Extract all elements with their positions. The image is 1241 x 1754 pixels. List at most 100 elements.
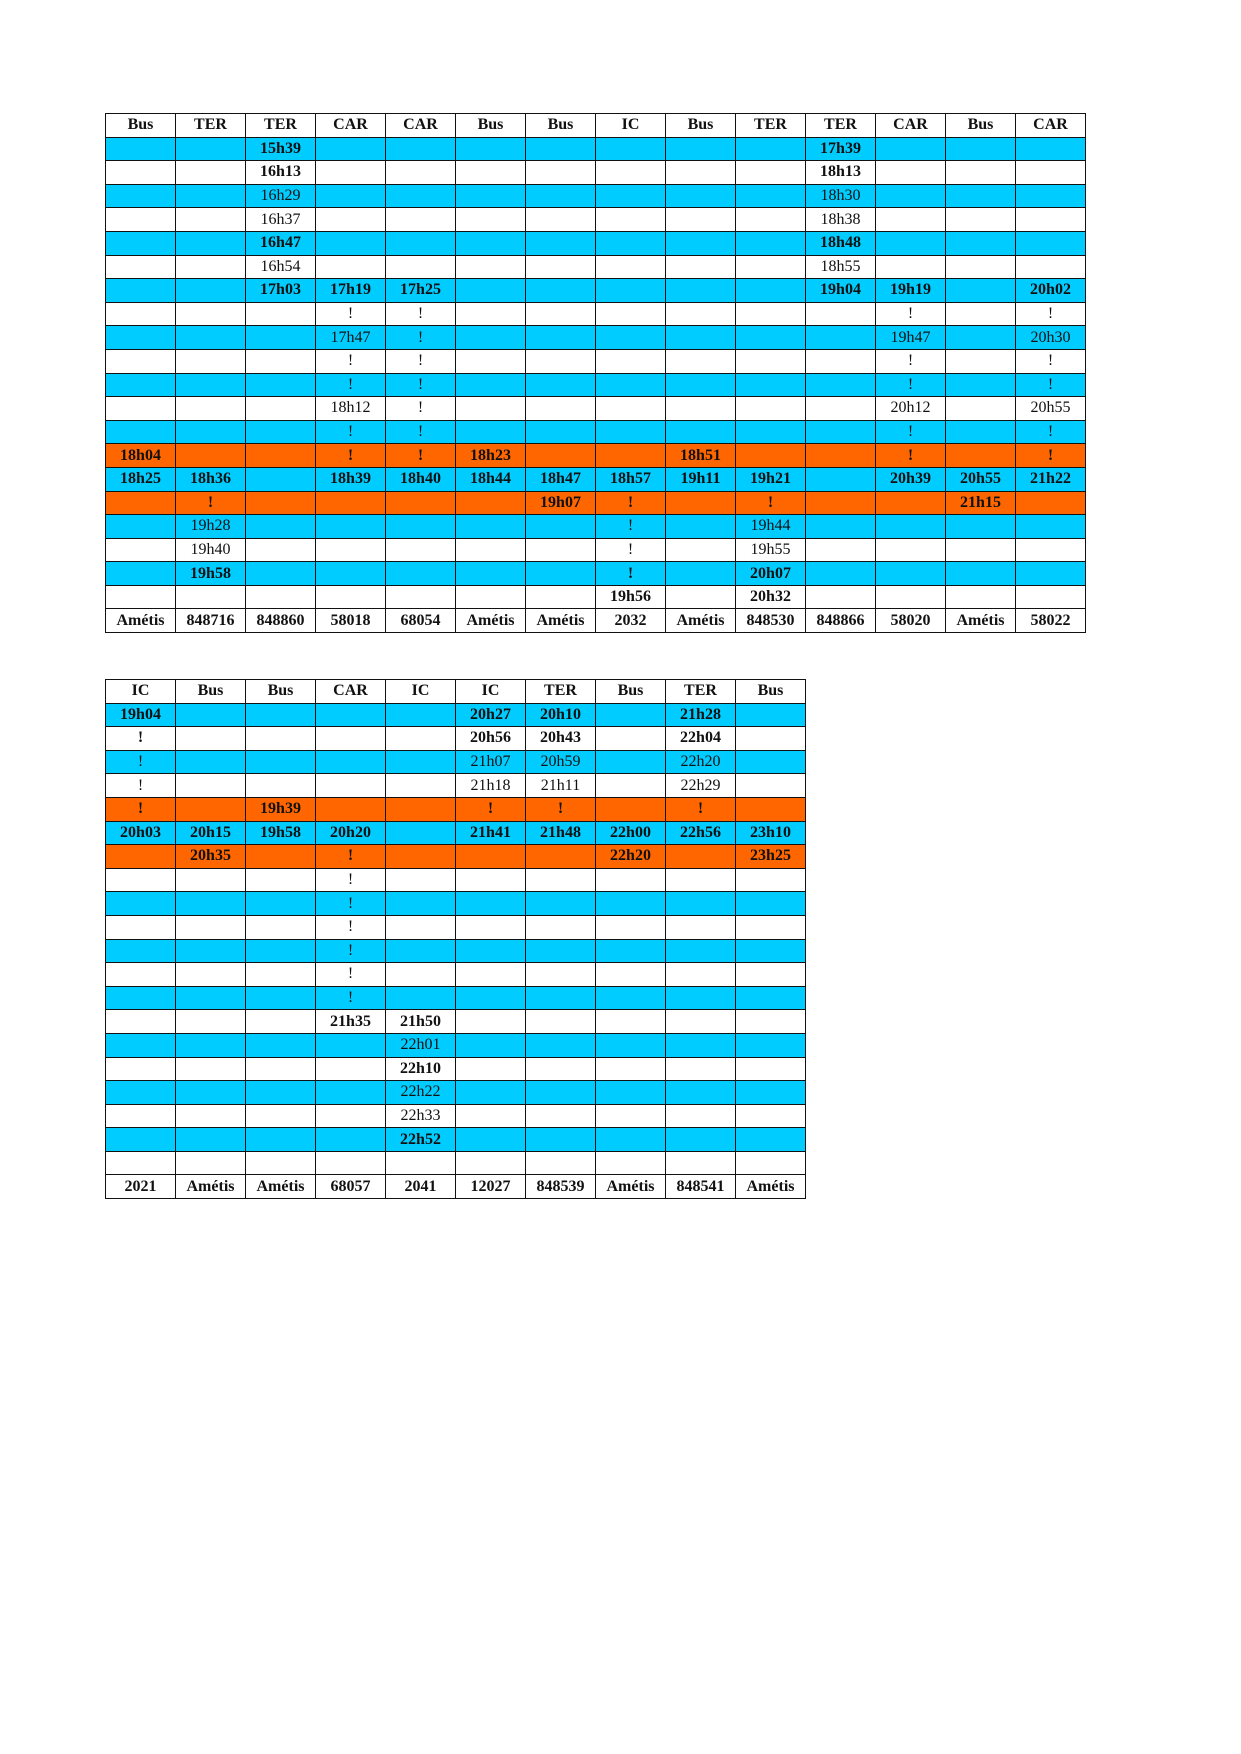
empty-cell — [175, 207, 246, 232]
empty-cell — [595, 301, 666, 327]
empty-cell — [175, 301, 246, 327]
pass-through-mark: ! — [595, 537, 666, 563]
empty-cell — [735, 914, 806, 940]
empty-cell — [175, 396, 246, 421]
time-cell: 18h48 — [805, 230, 876, 256]
time-cell: 15h39 — [245, 136, 316, 162]
column-header: Bus — [175, 679, 246, 704]
empty-cell — [805, 466, 876, 492]
time-cell: 16h47 — [245, 230, 316, 256]
column-header: Bus — [595, 679, 666, 704]
empty-cell — [595, 1150, 666, 1176]
column-header: Bus — [665, 113, 736, 138]
pass-through-mark: ! — [315, 985, 386, 1011]
empty-cell — [385, 867, 456, 893]
pass-through-mark: ! — [735, 490, 806, 516]
table-row: 16h54 18h55 — [105, 254, 1086, 280]
time-cell: 19h28 — [175, 514, 246, 539]
service-number: 848539 — [525, 1174, 596, 1200]
empty-cell — [1015, 561, 1086, 586]
pass-through-mark: ! — [385, 325, 456, 350]
empty-cell — [595, 749, 666, 775]
empty-cell — [665, 254, 736, 280]
table-row: 16h29 18h30 — [105, 183, 1086, 209]
time-cell: 20h20 — [315, 820, 386, 846]
service-number: Amétis — [105, 608, 176, 634]
empty-cell — [385, 584, 456, 610]
time-cell: 19h56 — [595, 584, 666, 610]
empty-cell — [595, 183, 666, 209]
time-cell: 22h33 — [385, 1103, 456, 1129]
empty-cell — [665, 325, 736, 350]
empty-cell — [105, 1103, 176, 1129]
empty-cell — [665, 372, 736, 398]
empty-cell — [525, 278, 596, 303]
table-row: 16h13 18h13 — [105, 160, 1086, 185]
empty-cell — [455, 938, 526, 964]
column-header: TER — [245, 113, 316, 138]
empty-cell — [175, 1009, 246, 1034]
time-cell: 20h12 — [875, 396, 946, 421]
empty-cell — [735, 1032, 806, 1058]
time-cell: 19h40 — [175, 537, 246, 563]
empty-cell — [175, 254, 246, 280]
empty-cell — [385, 726, 456, 751]
empty-cell — [525, 325, 596, 350]
empty-cell — [735, 278, 806, 303]
empty-cell — [875, 136, 946, 162]
time-cell: 18h12 — [315, 396, 386, 421]
pass-through-mark: ! — [1015, 301, 1086, 327]
empty-cell — [595, 254, 666, 280]
empty-cell — [735, 443, 806, 468]
empty-cell — [595, 136, 666, 162]
empty-cell — [385, 773, 456, 798]
empty-cell — [455, 1056, 526, 1082]
empty-cell — [805, 348, 876, 374]
empty-cell — [665, 867, 736, 893]
empty-cell — [945, 372, 1016, 398]
empty-cell — [315, 749, 386, 775]
table-row: ! — [105, 962, 806, 987]
empty-cell — [455, 207, 526, 232]
empty-cell — [455, 1080, 526, 1105]
table-row: 22h33 — [105, 1103, 806, 1129]
empty-cell — [245, 844, 316, 869]
empty-cell — [525, 348, 596, 374]
column-header: CAR — [875, 113, 946, 138]
empty-cell — [385, 490, 456, 516]
empty-cell — [105, 938, 176, 964]
time-cell: 20h27 — [455, 702, 526, 728]
empty-cell — [105, 514, 176, 539]
pass-through-mark: ! — [525, 796, 596, 822]
empty-cell — [525, 136, 596, 162]
column-header: Bus — [455, 113, 526, 138]
empty-cell — [525, 914, 596, 940]
time-cell: 18h55 — [805, 254, 876, 280]
empty-cell — [805, 396, 876, 421]
empty-cell — [735, 372, 806, 398]
empty-cell — [665, 1103, 736, 1129]
empty-cell — [665, 1080, 736, 1105]
empty-cell — [735, 1127, 806, 1152]
empty-cell — [595, 419, 666, 445]
service-number: Amétis — [595, 1174, 666, 1200]
empty-cell — [525, 396, 596, 421]
empty-cell — [525, 419, 596, 445]
column-header: CAR — [385, 113, 456, 138]
time-cell: 21h11 — [525, 773, 596, 798]
empty-cell — [595, 207, 666, 232]
table-row: 18h04!! 18h23 18h51!! — [105, 443, 1086, 468]
empty-cell — [665, 844, 736, 869]
empty-cell — [665, 490, 736, 516]
time-cell: 18h39 — [315, 466, 386, 492]
empty-cell — [105, 867, 176, 893]
column-header: IC — [455, 679, 526, 704]
empty-cell — [245, 419, 316, 445]
empty-cell — [525, 537, 596, 563]
empty-cell — [945, 396, 1016, 421]
empty-cell — [875, 584, 946, 610]
empty-cell — [945, 254, 1016, 280]
empty-cell — [1015, 254, 1086, 280]
empty-cell — [315, 537, 386, 563]
empty-cell — [455, 891, 526, 916]
